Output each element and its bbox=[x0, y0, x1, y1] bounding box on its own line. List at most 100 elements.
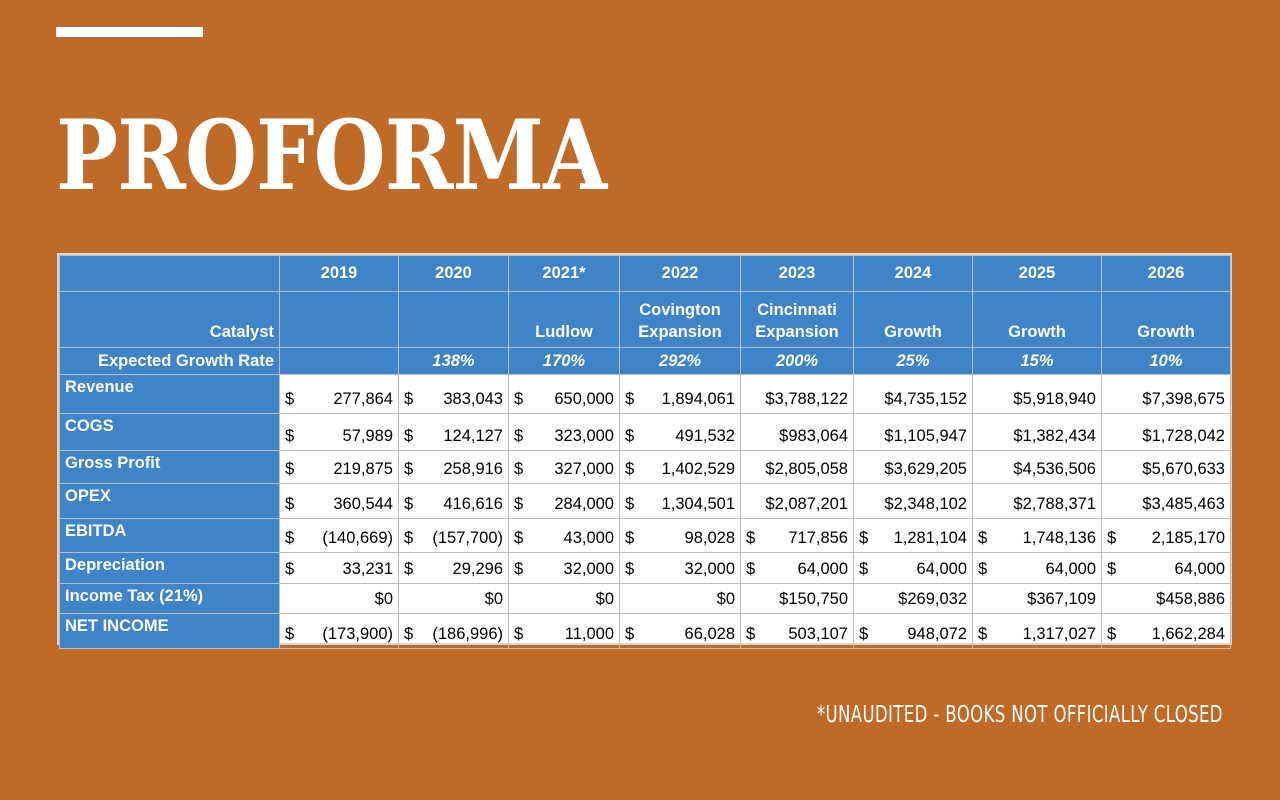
currency-symbol: $ bbox=[514, 390, 524, 408]
table-row: Gross Profit $219,875 $258,916 $327,000 $1,4… bbox=[59, 450, 1231, 484]
amount: $2,087,201 bbox=[765, 495, 848, 513]
amount: 43,000 bbox=[563, 529, 614, 547]
currency-symbol: $ bbox=[746, 560, 756, 578]
amount: 948,072 bbox=[907, 625, 967, 643]
currency-value: $1,748,136 bbox=[978, 529, 1096, 548]
value-cell: $43,000 bbox=[508, 518, 620, 553]
amount: $1,728,042 bbox=[1142, 427, 1225, 445]
amount: 1,748,136 bbox=[1022, 529, 1096, 547]
growth-rate-cell: 292% bbox=[619, 347, 741, 375]
table-row: NET INCOME $ (173,900) $ (186,996) $11,000 $66… bbox=[59, 613, 1231, 649]
currency-symbol: $ bbox=[404, 427, 414, 445]
currency-symbol: $ bbox=[514, 495, 524, 513]
currency-value: $2,185,170 bbox=[1107, 529, 1225, 548]
amount: 219,875 bbox=[333, 460, 393, 478]
row-label: NET INCOME bbox=[59, 613, 280, 649]
amount: (186,996) bbox=[432, 625, 503, 643]
currency-value: $32,000 bbox=[514, 560, 614, 579]
currency-symbol: $ bbox=[285, 390, 295, 408]
amount: 416,616 bbox=[443, 495, 503, 513]
value-cell: $503,107 bbox=[740, 613, 854, 649]
value-cell: $327,000 bbox=[508, 450, 620, 484]
growth-rate-row: Expected Growth Rate 138% 170% 292% 200% 25% 1… bbox=[59, 347, 1231, 375]
amount: $4,735,152 bbox=[884, 390, 967, 408]
row-label: Gross Profit bbox=[59, 450, 280, 484]
value-cell: $2,087,201 bbox=[740, 483, 854, 519]
currency-symbol: $ bbox=[514, 625, 524, 643]
catalyst-line-2: Ludlow bbox=[535, 323, 593, 341]
currency-symbol: $ bbox=[514, 460, 524, 478]
value-cell: $1,894,061 bbox=[619, 374, 741, 414]
amount: (173,900) bbox=[322, 625, 393, 643]
currency-symbol: $ bbox=[978, 529, 988, 547]
amount: $2,805,058 bbox=[765, 460, 848, 478]
value-cell: $284,000 bbox=[508, 483, 620, 519]
growth-rate-cell: 10% bbox=[1101, 347, 1231, 375]
amount: 1,662,284 bbox=[1151, 625, 1225, 643]
currency-value: $416,616 bbox=[404, 495, 503, 514]
value-cell: $32,000 bbox=[508, 552, 620, 584]
value-cell: $64,000 bbox=[853, 552, 973, 584]
currency-symbol: $ bbox=[1107, 560, 1117, 578]
amount: 2,185,170 bbox=[1151, 529, 1225, 547]
value-cell: $2,805,058 bbox=[740, 450, 854, 484]
value-cell: $367,109 bbox=[972, 583, 1102, 614]
value-cell: $1,105,947 bbox=[853, 413, 973, 451]
catalyst-cell: Covington Expansion bbox=[619, 291, 741, 348]
year-header: 2020 bbox=[398, 255, 509, 292]
currency-symbol: $ bbox=[1107, 625, 1117, 643]
currency-value: $1,662,284 bbox=[1107, 625, 1225, 644]
amount: 29,296 bbox=[452, 560, 503, 578]
currency-symbol: $ bbox=[404, 460, 414, 478]
value-cell: $277,864 bbox=[279, 374, 399, 414]
value-cell: $124,127 bbox=[398, 413, 509, 451]
growth-rate-cell bbox=[279, 347, 399, 375]
value-cell: $269,032 bbox=[853, 583, 973, 614]
amount: 284,000 bbox=[554, 495, 614, 513]
value-cell: $0 bbox=[619, 583, 741, 614]
currency-symbol: $ bbox=[285, 625, 295, 643]
value-cell: $4,735,152 bbox=[853, 374, 973, 414]
value-cell: $491,532 bbox=[619, 413, 741, 451]
value-cell: $1,382,434 bbox=[972, 413, 1102, 451]
currency-symbol: $ bbox=[859, 625, 869, 643]
amount: 64,000 bbox=[797, 560, 848, 578]
footnote: *UNAUDITED - BOOKS NOT OFFICIALLY CLOSED bbox=[816, 702, 1223, 728]
value-cell: $0 bbox=[508, 583, 620, 614]
currency-symbol: $ bbox=[404, 560, 414, 578]
value-cell: $1,748,136 bbox=[972, 518, 1102, 553]
currency-symbol: $ bbox=[625, 390, 635, 408]
catalyst-row: Catalyst Ludlow Covington Expansion Cincinna… bbox=[59, 291, 1231, 348]
currency-symbol: $ bbox=[404, 529, 414, 547]
value-cell: $948,072 bbox=[853, 613, 973, 649]
year-header: 2023 bbox=[740, 255, 854, 292]
amount: 1,317,027 bbox=[1022, 625, 1096, 643]
amount: 64,000 bbox=[1174, 560, 1225, 578]
currency-value: $ (157,700) bbox=[404, 529, 503, 548]
currency-value: $1,402,529 bbox=[625, 460, 735, 479]
year-header: 2025 bbox=[972, 255, 1102, 292]
amount: $3,629,205 bbox=[884, 460, 967, 478]
currency-value: $33,231 bbox=[285, 560, 393, 579]
amount: 64,000 bbox=[1045, 560, 1096, 578]
value-cell: $150,750 bbox=[740, 583, 854, 614]
currency-symbol: $ bbox=[978, 560, 988, 578]
growth-rate-label: Expected Growth Rate bbox=[59, 347, 280, 375]
catalyst-cell: Growth bbox=[1101, 291, 1231, 348]
table-row: Income Tax (21%) $0 $0 $0 $0 $150,750 $269,032… bbox=[59, 583, 1231, 614]
currency-symbol: $ bbox=[404, 625, 414, 643]
amount: $1,382,434 bbox=[1013, 427, 1096, 445]
value-cell: $64,000 bbox=[1101, 552, 1231, 584]
amount: 32,000 bbox=[684, 560, 735, 578]
amount: 1,281,104 bbox=[893, 529, 967, 547]
currency-symbol: $ bbox=[625, 427, 635, 445]
currency-value: $ (186,996) bbox=[404, 625, 503, 644]
value-cell: $650,000 bbox=[508, 374, 620, 414]
currency-value: $1,317,027 bbox=[978, 625, 1096, 644]
corner-cell bbox=[59, 255, 280, 292]
amount: (140,669) bbox=[322, 529, 393, 547]
currency-symbol: $ bbox=[514, 427, 524, 445]
value-cell: $2,348,102 bbox=[853, 483, 973, 519]
year-header-row: 2019 2020 2021* 2022 2023 2024 2025 2026 bbox=[59, 255, 1231, 292]
